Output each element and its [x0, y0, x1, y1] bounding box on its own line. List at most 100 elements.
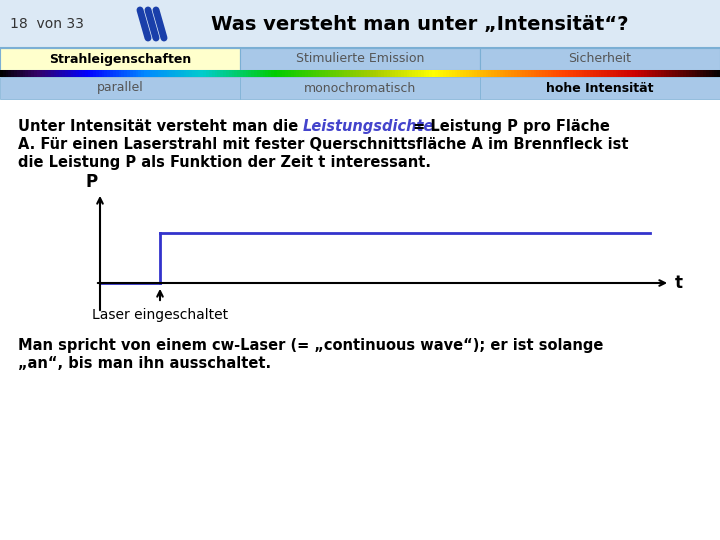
Bar	[305, 70, 307, 77]
Bar	[51, 70, 54, 77]
Text: parallel: parallel	[96, 82, 143, 94]
Bar	[135, 70, 138, 77]
Bar	[42, 70, 45, 77]
Bar	[68, 70, 71, 77]
Bar	[166, 70, 169, 77]
Bar	[675, 70, 678, 77]
Bar	[531, 70, 534, 77]
Bar	[517, 70, 520, 77]
Bar	[429, 70, 432, 77]
Bar	[593, 70, 595, 77]
Bar	[269, 70, 271, 77]
Bar	[6, 70, 9, 77]
Bar	[93, 70, 96, 77]
Bar	[313, 70, 316, 77]
Bar	[545, 70, 548, 77]
Bar	[474, 70, 477, 77]
Bar	[34, 70, 37, 77]
Bar	[413, 70, 415, 77]
Bar	[319, 70, 322, 77]
Bar	[610, 70, 613, 77]
Bar	[198, 70, 200, 77]
Bar	[647, 70, 649, 77]
Bar	[240, 48, 480, 70]
Bar	[71, 70, 73, 77]
Bar	[147, 70, 150, 77]
Bar	[212, 70, 215, 77]
Bar	[310, 70, 313, 77]
Bar	[54, 70, 56, 77]
Bar	[189, 70, 192, 77]
Bar	[457, 70, 460, 77]
Bar	[460, 70, 463, 77]
Bar	[706, 70, 708, 77]
Bar	[361, 70, 364, 77]
Bar	[604, 70, 607, 77]
Bar	[692, 70, 695, 77]
Bar	[463, 70, 466, 77]
Bar	[595, 70, 598, 77]
Bar	[294, 70, 297, 77]
Bar	[339, 70, 342, 77]
Bar	[483, 70, 486, 77]
Bar	[330, 70, 333, 77]
Bar	[125, 70, 127, 77]
Bar	[401, 70, 404, 77]
Bar	[56, 70, 59, 77]
Text: P: P	[86, 173, 98, 191]
Bar	[347, 70, 350, 77]
Bar	[19, 70, 22, 77]
Text: t: t	[675, 274, 683, 292]
Bar	[494, 70, 497, 77]
Text: Stimulierte Emission: Stimulierte Emission	[296, 52, 424, 65]
Bar	[325, 70, 328, 77]
Bar	[336, 70, 339, 77]
Bar	[641, 70, 644, 77]
Bar	[624, 70, 627, 77]
Bar	[297, 70, 300, 77]
Bar	[491, 70, 494, 77]
Bar	[237, 70, 240, 77]
Bar	[638, 70, 641, 77]
Bar	[232, 70, 234, 77]
Bar	[562, 70, 564, 77]
Bar	[536, 70, 539, 77]
Bar	[666, 70, 669, 77]
Bar	[582, 70, 585, 77]
Bar	[376, 70, 378, 77]
Bar	[344, 70, 347, 77]
Text: Strahleigenschaften: Strahleigenschaften	[49, 52, 191, 65]
Bar	[378, 70, 381, 77]
Bar	[370, 70, 373, 77]
Text: 18  von 33: 18 von 33	[10, 17, 84, 31]
Bar	[661, 70, 664, 77]
Bar	[539, 70, 542, 77]
Bar	[364, 70, 367, 77]
Bar	[469, 70, 472, 77]
Bar	[477, 70, 480, 77]
Bar	[48, 70, 51, 77]
Bar	[423, 70, 426, 77]
Bar	[384, 70, 387, 77]
Bar	[534, 70, 536, 77]
Bar	[564, 70, 567, 77]
Text: = Leistung P pro Fläche: = Leistung P pro Fläche	[408, 119, 610, 134]
Bar	[655, 70, 658, 77]
Bar	[113, 70, 116, 77]
Bar	[573, 70, 576, 77]
Bar	[9, 70, 12, 77]
Bar	[161, 70, 163, 77]
Bar	[158, 70, 161, 77]
Bar	[435, 70, 438, 77]
Bar	[680, 70, 683, 77]
Bar	[486, 70, 488, 77]
Text: hohe Intensität: hohe Intensität	[546, 82, 654, 94]
Bar	[488, 70, 491, 77]
Bar	[254, 70, 257, 77]
Bar	[127, 70, 130, 77]
Bar	[480, 70, 483, 77]
Bar	[585, 70, 588, 77]
Bar	[203, 70, 206, 77]
Bar	[500, 70, 503, 77]
Bar	[102, 70, 104, 77]
